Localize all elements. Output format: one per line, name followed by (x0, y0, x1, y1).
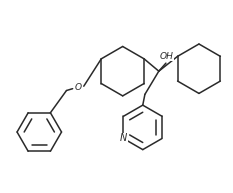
Text: N: N (120, 134, 127, 144)
Text: O: O (75, 83, 82, 92)
Text: OH: OH (160, 52, 173, 61)
